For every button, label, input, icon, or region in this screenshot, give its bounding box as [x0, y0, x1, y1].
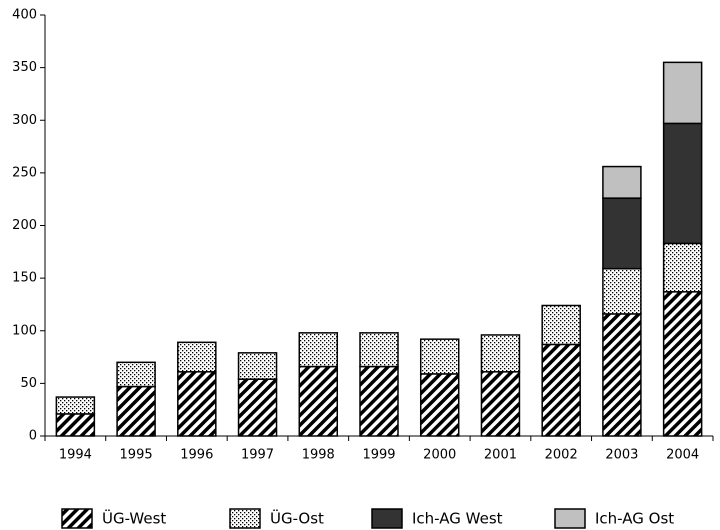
bar-segment	[177, 341, 217, 373]
bar-segment	[419, 373, 460, 437]
y-tick-label: 100	[12, 323, 37, 338]
x-tick-label: 1998	[302, 448, 335, 463]
legend-swatch	[554, 508, 586, 529]
bar-segment	[541, 343, 581, 437]
y-tick-label: 0	[29, 429, 37, 444]
legend-swatch	[371, 508, 403, 529]
bar-segment	[237, 378, 278, 437]
bar-segment	[480, 334, 521, 373]
bar-segment	[116, 361, 156, 388]
x-tick-label: 1996	[180, 448, 213, 463]
x-tick-label: 1994	[59, 448, 92, 463]
legend-label: ÜG-West	[102, 509, 166, 528]
legend-label: Ich-AG Ost	[595, 510, 674, 528]
y-tick-label: 200	[12, 218, 37, 233]
x-tick-label: 2002	[545, 448, 578, 463]
x-tick-label: 2000	[423, 448, 456, 463]
x-tick-label: 2003	[605, 448, 638, 463]
x-tick-label: 1995	[120, 448, 153, 463]
bar-segment	[602, 313, 642, 437]
bar-segment	[662, 291, 703, 437]
bar-segment	[55, 396, 96, 415]
x-tick-label: 2001	[484, 448, 517, 463]
bar-segment	[55, 413, 96, 437]
bar-segment	[177, 371, 217, 437]
bar-segment	[359, 332, 399, 368]
y-tick-label: 350	[12, 60, 37, 75]
bar-segment	[419, 338, 460, 375]
x-tick-label: 1999	[362, 448, 395, 463]
bar-segment	[662, 122, 703, 245]
bar-segment	[359, 365, 399, 437]
legend-swatch	[61, 508, 93, 529]
y-tick-label: 50	[20, 376, 37, 391]
y-tick-label: 150	[12, 271, 37, 286]
y-tick-label: 250	[12, 165, 37, 180]
legend-swatch	[229, 508, 261, 529]
y-tick-label: 300	[12, 113, 37, 128]
bar-segment	[298, 365, 339, 437]
bar-segment	[602, 197, 642, 270]
x-tick-label: 1997	[241, 448, 274, 463]
bar-segment	[116, 385, 156, 437]
bar-segment	[602, 165, 642, 199]
bar-segment	[662, 242, 703, 293]
bar-segment	[662, 61, 703, 125]
bar-segment	[541, 304, 581, 346]
x-tick-label: 2004	[666, 448, 699, 463]
bar-segment	[237, 352, 278, 380]
legend-label: Ich-AG West	[412, 510, 503, 528]
bar-segment	[480, 371, 521, 437]
y-tick-label: 400	[12, 8, 37, 23]
bar-segment	[298, 332, 339, 368]
bar-segment	[602, 267, 642, 315]
legend-label: ÜG-Ost	[270, 509, 324, 528]
